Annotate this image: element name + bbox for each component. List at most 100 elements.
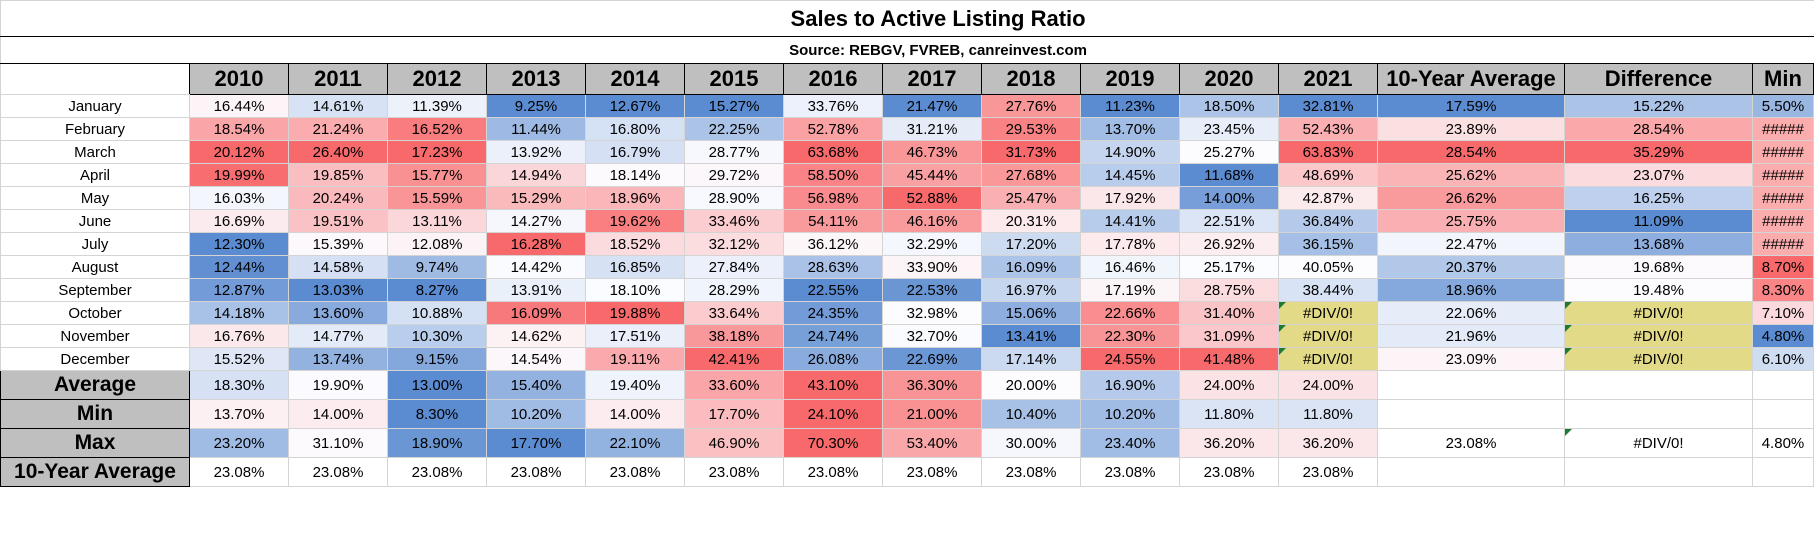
ratio-cell[interactable]: 36.12% (783, 232, 883, 256)
ratio-cell[interactable]: 26.08% (783, 347, 883, 371)
ratio-cell[interactable]: 11.23% (1080, 94, 1180, 118)
summary-value-cell[interactable]: 23.08% (387, 457, 487, 487)
ten-year-average-cell[interactable]: 25.75% (1377, 209, 1565, 233)
ratio-cell[interactable]: 15.77% (387, 163, 487, 187)
ratio-cell[interactable]: 28.63% (783, 255, 883, 279)
ratio-cell[interactable]: 8.27% (387, 278, 487, 302)
ten-year-average-cell[interactable]: 22.06% (1377, 301, 1565, 325)
summary-value-cell[interactable]: 53.40% (882, 428, 982, 458)
ratio-cell[interactable]: 10.30% (387, 324, 487, 348)
ratio-cell[interactable]: #DIV/0! (1278, 347, 1378, 371)
column-header[interactable]: 2013 (486, 63, 586, 95)
min-cell[interactable]: 4.80% (1752, 324, 1814, 348)
ratio-cell[interactable]: 14.62% (486, 324, 586, 348)
column-header[interactable]: Min (1752, 63, 1814, 95)
ratio-cell[interactable]: 42.41% (684, 347, 784, 371)
summary-value-cell[interactable]: 13.70% (189, 399, 289, 429)
ratio-cell[interactable]: 14.61% (288, 94, 388, 118)
ratio-cell[interactable]: 28.29% (684, 278, 784, 302)
ratio-cell[interactable]: 22.69% (882, 347, 982, 371)
summary-value-cell[interactable]: 23.08% (1080, 457, 1180, 487)
column-header[interactable]: 2020 (1179, 63, 1279, 95)
ratio-cell[interactable]: 14.94% (486, 163, 586, 187)
ratio-cell[interactable]: 15.59% (387, 186, 487, 210)
summary-value-cell[interactable]: 13.00% (387, 370, 487, 400)
difference-cell[interactable]: 28.54% (1564, 117, 1753, 141)
summary-value-cell[interactable]: 14.00% (585, 399, 685, 429)
ratio-cell[interactable]: 33.90% (882, 255, 982, 279)
summary-value-cell[interactable]: 23.08% (882, 457, 982, 487)
month-label[interactable]: July (0, 232, 190, 256)
month-label[interactable]: September (0, 278, 190, 302)
ratio-cell[interactable]: 19.85% (288, 163, 388, 187)
ratio-cell[interactable]: 22.53% (882, 278, 982, 302)
column-header[interactable]: 2012 (387, 63, 487, 95)
ratio-cell[interactable]: 25.47% (981, 186, 1081, 210)
ratio-cell[interactable]: 14.42% (486, 255, 586, 279)
ten-year-average-cell[interactable]: 21.96% (1377, 324, 1565, 348)
ratio-cell[interactable]: 29.72% (684, 163, 784, 187)
ratio-cell[interactable]: 46.16% (882, 209, 982, 233)
summary-value-cell[interactable]: 23.08% (783, 457, 883, 487)
difference-cell[interactable]: 11.09% (1564, 209, 1753, 233)
month-label[interactable]: February (0, 117, 190, 141)
ratio-cell[interactable]: 16.09% (486, 301, 586, 325)
ratio-cell[interactable]: 13.41% (981, 324, 1081, 348)
summary-value-cell[interactable]: 19.40% (585, 370, 685, 400)
ratio-cell[interactable]: 22.66% (1080, 301, 1180, 325)
ratio-cell[interactable]: 27.68% (981, 163, 1081, 187)
summary-extra-cell[interactable] (1752, 399, 1814, 429)
ratio-cell[interactable]: 36.84% (1278, 209, 1378, 233)
ratio-cell[interactable]: 25.17% (1179, 255, 1279, 279)
ratio-cell[interactable]: 13.92% (486, 140, 586, 164)
ratio-cell[interactable]: 14.27% (486, 209, 586, 233)
ratio-cell[interactable]: 13.03% (288, 278, 388, 302)
ratio-cell[interactable]: 26.92% (1179, 232, 1279, 256)
ratio-cell[interactable]: 13.11% (387, 209, 487, 233)
difference-cell[interactable]: 15.22% (1564, 94, 1753, 118)
summary-value-cell[interactable]: 23.08% (684, 457, 784, 487)
ratio-cell[interactable]: 56.98% (783, 186, 883, 210)
ratio-cell[interactable]: 32.81% (1278, 94, 1378, 118)
column-header[interactable]: 2019 (1080, 63, 1180, 95)
min-cell[interactable]: ##### (1752, 117, 1814, 141)
ratio-cell[interactable]: 22.51% (1179, 209, 1279, 233)
ratio-cell[interactable]: 15.27% (684, 94, 784, 118)
month-label[interactable]: May (0, 186, 190, 210)
header-blank-cell[interactable] (0, 63, 190, 95)
column-header[interactable]: 10-Year Average (1377, 63, 1565, 95)
ratio-cell[interactable]: 10.88% (387, 301, 487, 325)
column-header[interactable]: Difference (1564, 63, 1753, 95)
summary-extra-cell[interactable] (1564, 370, 1753, 400)
ratio-cell[interactable]: 14.90% (1080, 140, 1180, 164)
ratio-cell[interactable]: 17.19% (1080, 278, 1180, 302)
summary-value-cell[interactable]: 23.20% (189, 428, 289, 458)
ratio-cell[interactable]: 63.68% (783, 140, 883, 164)
ratio-cell[interactable]: 26.40% (288, 140, 388, 164)
column-header[interactable]: 2010 (189, 63, 289, 95)
ratio-cell[interactable]: 19.88% (585, 301, 685, 325)
difference-cell[interactable]: 23.07% (1564, 163, 1753, 187)
min-cell[interactable]: 7.10% (1752, 301, 1814, 325)
summary-extra-cell[interactable] (1564, 457, 1753, 487)
summary-value-cell[interactable]: 36.30% (882, 370, 982, 400)
column-header[interactable]: 2014 (585, 63, 685, 95)
summary-value-cell[interactable]: 46.90% (684, 428, 784, 458)
summary-value-cell[interactable]: 33.60% (684, 370, 784, 400)
summary-value-cell[interactable]: 18.30% (189, 370, 289, 400)
ratio-cell[interactable]: 52.78% (783, 117, 883, 141)
ratio-cell[interactable]: 38.18% (684, 324, 784, 348)
ratio-cell[interactable]: 17.20% (981, 232, 1081, 256)
ratio-cell[interactable]: 32.70% (882, 324, 982, 348)
summary-value-cell[interactable]: 23.08% (1179, 457, 1279, 487)
summary-extra-cell[interactable] (1752, 457, 1814, 487)
ratio-cell[interactable]: 58.50% (783, 163, 883, 187)
difference-cell[interactable]: 16.25% (1564, 186, 1753, 210)
ratio-cell[interactable]: 19.51% (288, 209, 388, 233)
ratio-cell[interactable]: 9.74% (387, 255, 487, 279)
summary-value-cell[interactable]: 20.00% (981, 370, 1081, 400)
summary-extra-cell[interactable] (1564, 399, 1753, 429)
ratio-cell[interactable]: 22.55% (783, 278, 883, 302)
ratio-cell[interactable]: 18.14% (585, 163, 685, 187)
ratio-cell[interactable]: 13.70% (1080, 117, 1180, 141)
